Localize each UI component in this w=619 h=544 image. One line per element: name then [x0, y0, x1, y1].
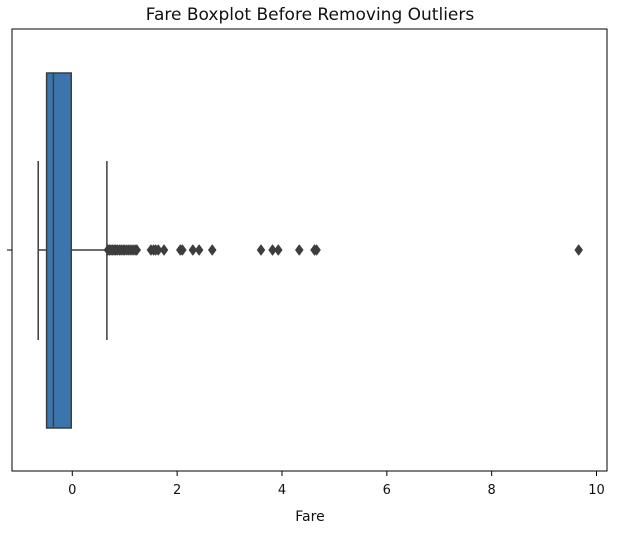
chart-title: Fare Boxplot Before Removing Outliers — [146, 5, 475, 25]
x-tick-label: 0 — [68, 483, 76, 498]
x-tick-label: 8 — [488, 483, 496, 498]
x-axis: 0 2 4 6 8 10 — [68, 471, 605, 498]
outlier-point — [178, 244, 187, 256]
x-tick-label: 10 — [588, 483, 605, 498]
outlier-point — [159, 244, 169, 256]
outlier-point — [132, 244, 142, 256]
outlier-point — [194, 244, 204, 256]
outlier-point — [268, 244, 277, 256]
iqr-box — [45, 72, 72, 429]
x-axis-label: Fare — [295, 509, 324, 525]
outlier-point — [188, 244, 198, 256]
outlier-point — [153, 244, 163, 256]
outlier-point — [574, 244, 584, 256]
x-tick-label: 2 — [173, 483, 181, 498]
outlier-point — [207, 244, 217, 256]
outlier-point — [256, 244, 266, 256]
outlier-point — [273, 244, 283, 256]
x-tick-label: 4 — [278, 483, 286, 498]
outlier-point — [312, 244, 321, 256]
plot-area — [37, 72, 584, 429]
x-tick-label: 6 — [383, 483, 391, 498]
outlier-point — [294, 244, 304, 256]
